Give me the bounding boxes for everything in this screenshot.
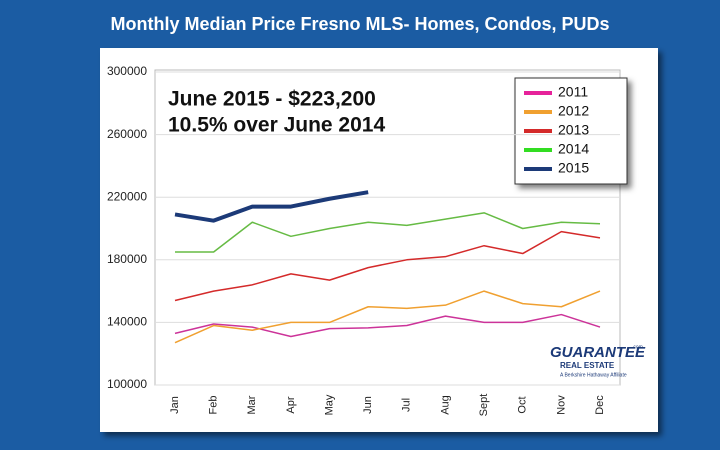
y-tick-label: 260000 <box>107 127 147 141</box>
x-tick-label: Dec <box>594 395 606 415</box>
legend-label: 2015 <box>558 160 589 176</box>
logo: GUARANTEE .com REAL ESTATE A Berkshire H… <box>550 344 646 378</box>
y-tick-label: 140000 <box>107 315 147 329</box>
x-tick-label: Apr <box>285 396 297 413</box>
y-tick-label: 100000 <box>107 377 147 391</box>
chart-title: Monthly Median Price Fresno MLS- Homes, … <box>110 14 609 34</box>
x-tick-label: Nov <box>555 395 567 415</box>
x-tick-label: Sept <box>478 394 490 417</box>
legend-label: 2011 <box>558 84 588 100</box>
logo-text: REAL ESTATE <box>560 361 615 370</box>
y-tick-label: 220000 <box>107 189 147 203</box>
x-tick-label: Oct <box>517 396 529 413</box>
series-line <box>174 230 601 302</box>
x-tick-label: Jan <box>169 396 181 414</box>
logo-text: GUARANTEE <box>550 344 646 361</box>
annotation: June 2015 - $223,200 <box>168 88 376 111</box>
x-tick-label: Mar <box>246 395 258 414</box>
x-tick-label: Aug <box>439 395 451 415</box>
legend-label: 2013 <box>558 122 589 138</box>
annotation: 10.5% over June 2014 <box>168 114 385 137</box>
logo-text: .com <box>632 344 643 350</box>
series-line <box>174 290 601 344</box>
x-tick-label: Feb <box>208 396 220 415</box>
y-tick-label: 180000 <box>107 252 147 266</box>
series-line <box>175 212 601 253</box>
x-tick-label: Jun <box>362 396 374 414</box>
series-line <box>174 190 369 223</box>
legend-label: 2014 <box>558 141 589 157</box>
y-tick-label: 300000 <box>107 64 147 78</box>
x-tick-label: Jul <box>401 398 413 412</box>
x-tick-label: May <box>323 394 335 415</box>
logo-text: A Berkshire Hathaway Affiliate <box>560 372 627 378</box>
legend-label: 2012 <box>558 103 589 119</box>
series-line <box>174 313 601 338</box>
